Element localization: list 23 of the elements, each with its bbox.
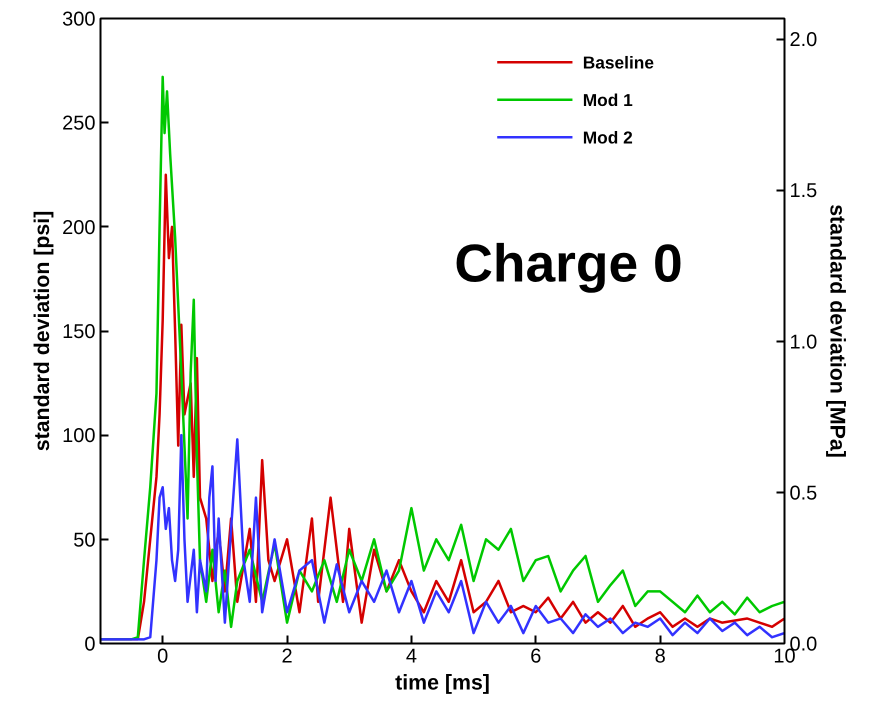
x-axis-title: time [ms] [395, 670, 490, 694]
y-tick-label: 100 [62, 425, 96, 448]
y2-axis-title: standard deviation [MPa] [825, 204, 850, 458]
y-tick-label: 50 [73, 529, 96, 552]
y-axis-title: standard deviation [psi] [30, 210, 54, 452]
y2-tick-label: 1.5 [790, 180, 818, 202]
legend-label: Mod 1 [582, 90, 634, 110]
y-tick-label: 200 [62, 216, 96, 239]
x-tick-label: 6 [530, 646, 542, 668]
legend-label: Mod 2 [582, 127, 633, 148]
annotation: Charge 0 [454, 234, 683, 294]
y2-tick-label: 1.0 [790, 331, 818, 354]
y-tick-label: 150 [62, 321, 96, 343]
y2-tick-label: 2.0 [790, 29, 818, 52]
y-tick-label: 300 [62, 8, 96, 30]
x-tick-label: 0 [157, 646, 168, 668]
line-series [100, 434, 784, 641]
y2-tick-label: 0.5 [790, 482, 818, 504]
y-tick-label: 250 [62, 112, 96, 135]
x-tick-label: 8 [654, 646, 666, 668]
x-tick-label: 2 [281, 646, 293, 668]
legend-label: Baseline [582, 52, 654, 72]
x-tick-label: 4 [406, 646, 417, 668]
